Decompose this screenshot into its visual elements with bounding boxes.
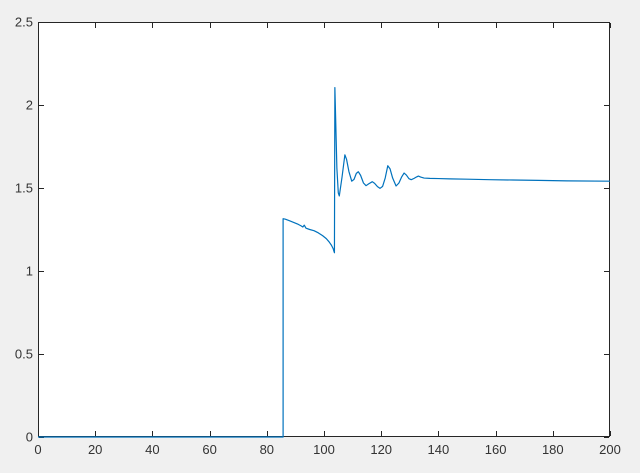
x-tick-label: 0 (34, 442, 41, 457)
plot-area (38, 22, 610, 437)
axes-box (38, 22, 610, 437)
y-tick-label: 0.5 (15, 347, 33, 362)
x-tick-label: 120 (370, 442, 392, 457)
y-tick-label: 2 (26, 98, 33, 113)
y-tick-label: 0 (26, 430, 33, 445)
x-tick-label: 80 (260, 442, 274, 457)
x-tick-label: 140 (428, 442, 450, 457)
x-tick-label: 180 (542, 442, 564, 457)
x-tick-label: 60 (202, 442, 216, 457)
series-line-response (38, 86, 611, 438)
x-tick-label: 100 (313, 442, 335, 457)
x-tick-label: 200 (599, 442, 621, 457)
y-tick-label: 1 (26, 264, 33, 279)
y-tick-label: 1.5 (15, 181, 33, 196)
x-tick-label: 20 (88, 442, 102, 457)
x-tick-label: 160 (485, 442, 507, 457)
x-tick-label: 40 (145, 442, 159, 457)
y-tick-label: 2.5 (15, 15, 33, 30)
